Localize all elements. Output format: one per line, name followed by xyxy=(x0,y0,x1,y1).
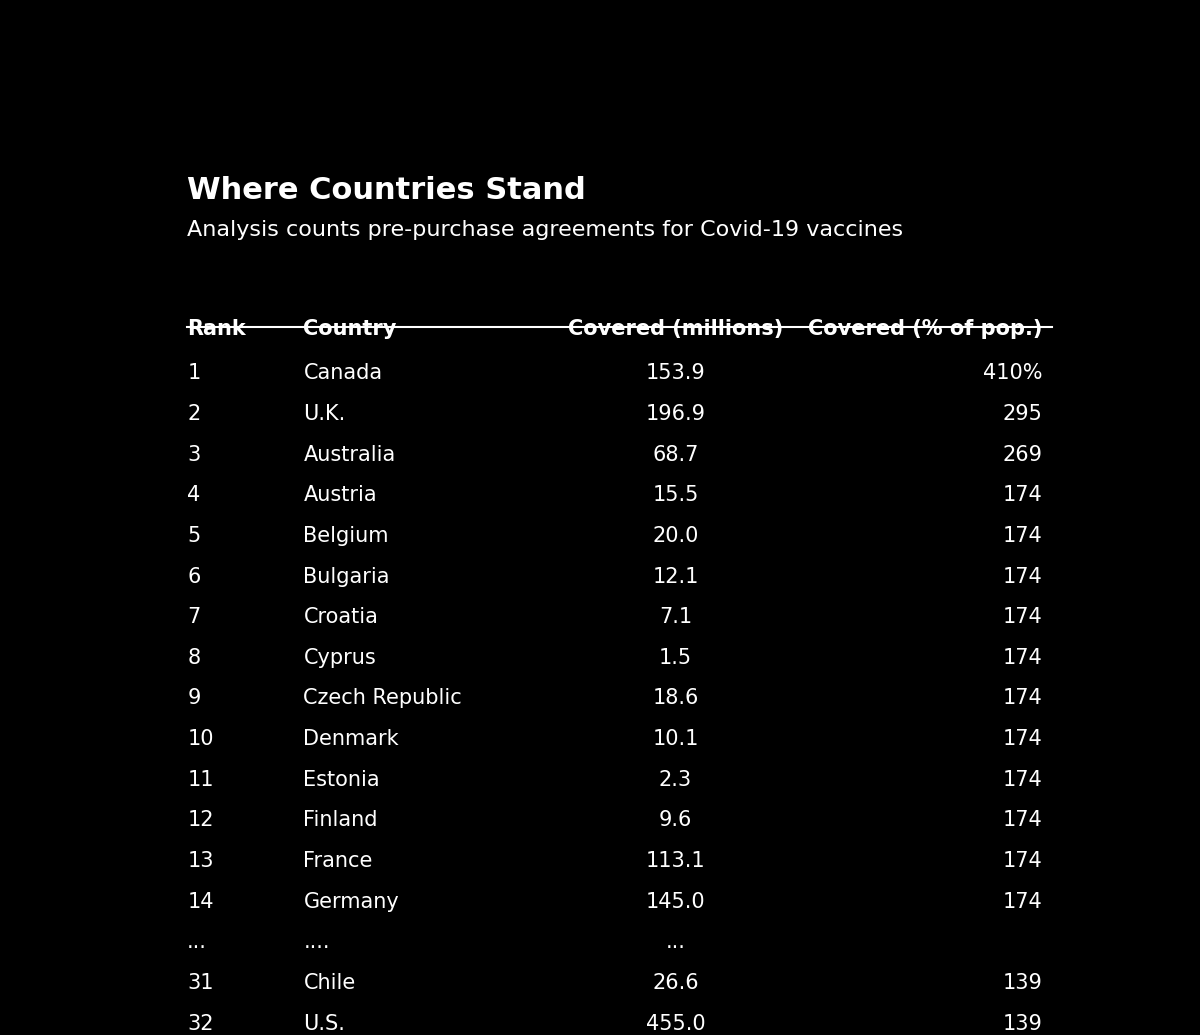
Text: Germany: Germany xyxy=(304,892,400,912)
Text: ...: ... xyxy=(666,933,685,952)
Text: 174: 174 xyxy=(1003,485,1043,505)
Text: Analysis counts pre-purchase agreements for Covid-19 vaccines: Analysis counts pre-purchase agreements … xyxy=(187,219,904,240)
Text: 9.6: 9.6 xyxy=(659,810,692,830)
Text: 174: 174 xyxy=(1003,810,1043,830)
Text: Canada: Canada xyxy=(304,363,383,383)
Text: 5: 5 xyxy=(187,526,200,545)
Text: 145.0: 145.0 xyxy=(646,892,706,912)
Text: 26.6: 26.6 xyxy=(652,973,698,993)
Text: 1: 1 xyxy=(187,363,200,383)
Text: 12.1: 12.1 xyxy=(653,566,698,587)
Text: 68.7: 68.7 xyxy=(653,445,698,465)
Text: France: France xyxy=(304,851,373,871)
Text: 2.3: 2.3 xyxy=(659,770,692,790)
Text: 269: 269 xyxy=(1003,445,1043,465)
Text: 7: 7 xyxy=(187,608,200,627)
Text: ....: .... xyxy=(304,933,330,952)
Text: Rank: Rank xyxy=(187,320,246,339)
Text: 295: 295 xyxy=(1003,404,1043,424)
Text: 18.6: 18.6 xyxy=(653,688,698,708)
Text: Estonia: Estonia xyxy=(304,770,380,790)
Text: Where Countries Stand: Where Countries Stand xyxy=(187,176,586,205)
Text: Croatia: Croatia xyxy=(304,608,378,627)
Text: 174: 174 xyxy=(1003,688,1043,708)
Text: 12: 12 xyxy=(187,810,214,830)
Text: 113.1: 113.1 xyxy=(646,851,706,871)
Text: Finland: Finland xyxy=(304,810,378,830)
Text: Covered (% of pop.): Covered (% of pop.) xyxy=(809,320,1043,339)
Text: Australia: Australia xyxy=(304,445,396,465)
Text: Cyprus: Cyprus xyxy=(304,648,377,668)
Text: 31: 31 xyxy=(187,973,214,993)
Text: 153.9: 153.9 xyxy=(646,363,706,383)
Text: 174: 174 xyxy=(1003,851,1043,871)
Text: ...: ... xyxy=(187,933,208,952)
Text: 15.5: 15.5 xyxy=(653,485,698,505)
Text: Covered (millions): Covered (millions) xyxy=(568,320,784,339)
Text: 7.1: 7.1 xyxy=(659,608,692,627)
Text: 410%: 410% xyxy=(983,363,1043,383)
Text: 9: 9 xyxy=(187,688,200,708)
Text: 174: 174 xyxy=(1003,608,1043,627)
Text: 139: 139 xyxy=(1003,973,1043,993)
Text: 32: 32 xyxy=(187,1013,214,1034)
Text: Bulgaria: Bulgaria xyxy=(304,566,390,587)
Text: 8: 8 xyxy=(187,648,200,668)
Text: Austria: Austria xyxy=(304,485,377,505)
Text: Country: Country xyxy=(304,320,397,339)
Text: 10.1: 10.1 xyxy=(653,729,698,749)
Text: Belgium: Belgium xyxy=(304,526,389,545)
Text: 10: 10 xyxy=(187,729,214,749)
Text: 13: 13 xyxy=(187,851,214,871)
Text: 455.0: 455.0 xyxy=(646,1013,706,1034)
Text: 4: 4 xyxy=(187,485,200,505)
Text: 174: 174 xyxy=(1003,729,1043,749)
Text: Chile: Chile xyxy=(304,973,355,993)
Text: 1.5: 1.5 xyxy=(659,648,692,668)
Text: 6: 6 xyxy=(187,566,200,587)
Text: Denmark: Denmark xyxy=(304,729,400,749)
Text: 174: 174 xyxy=(1003,770,1043,790)
Text: 20.0: 20.0 xyxy=(653,526,698,545)
Text: 14: 14 xyxy=(187,892,214,912)
Text: 3: 3 xyxy=(187,445,200,465)
Text: U.K.: U.K. xyxy=(304,404,346,424)
Text: 11: 11 xyxy=(187,770,214,790)
Text: 174: 174 xyxy=(1003,526,1043,545)
Text: 139: 139 xyxy=(1003,1013,1043,1034)
Text: 2: 2 xyxy=(187,404,200,424)
Text: Czech Republic: Czech Republic xyxy=(304,688,462,708)
Text: 196.9: 196.9 xyxy=(646,404,706,424)
Text: 174: 174 xyxy=(1003,566,1043,587)
Text: U.S.: U.S. xyxy=(304,1013,346,1034)
Text: 174: 174 xyxy=(1003,892,1043,912)
Text: 174: 174 xyxy=(1003,648,1043,668)
